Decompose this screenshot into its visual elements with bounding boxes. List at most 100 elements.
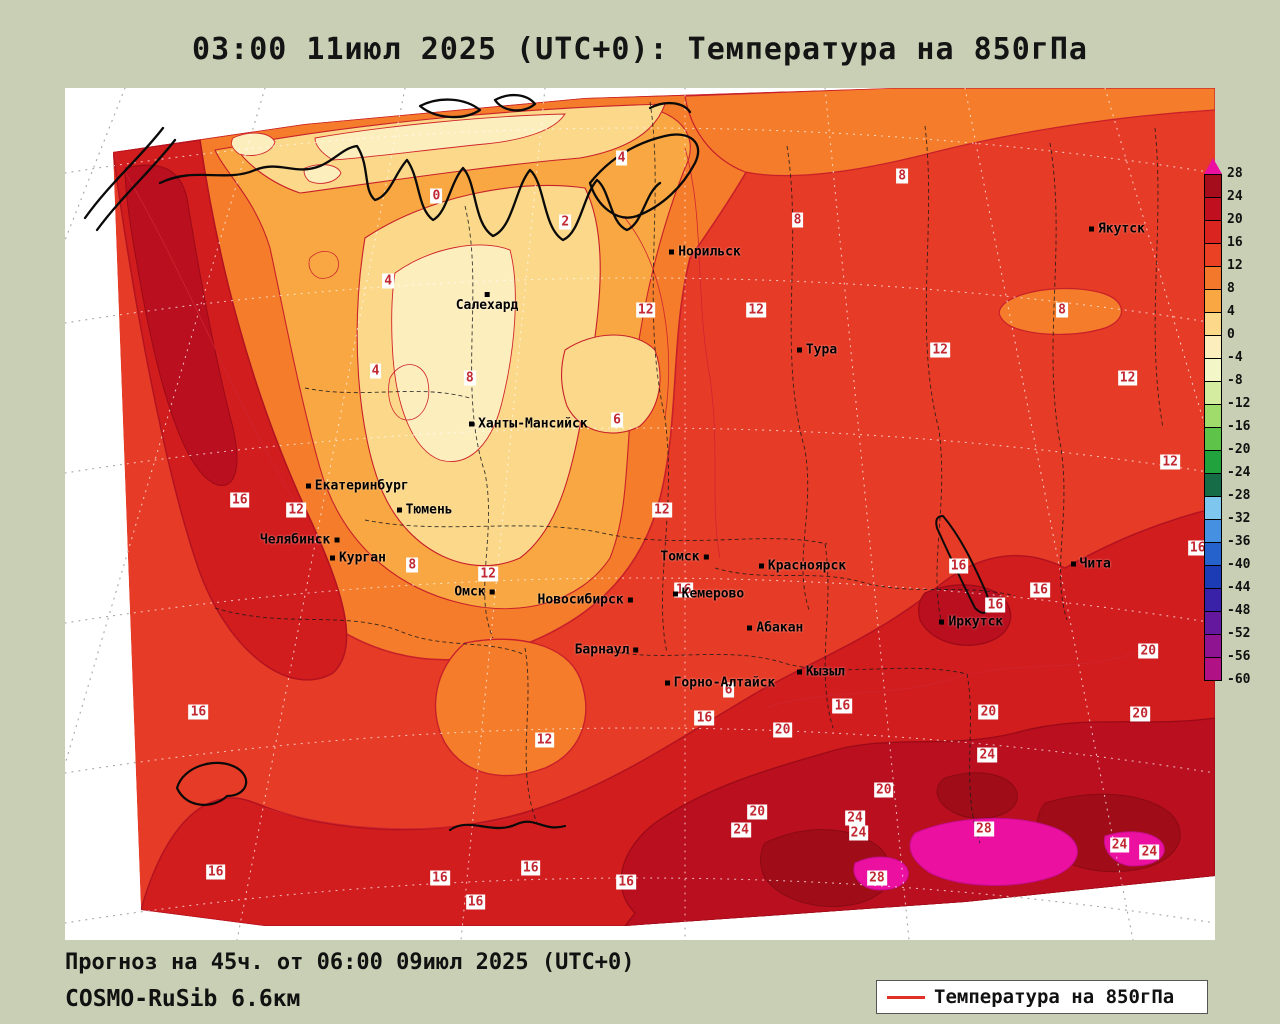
city-marker: Абакан <box>747 621 803 636</box>
contour-value-label: 12 <box>746 302 766 318</box>
city-label: Новосибирск <box>537 592 624 608</box>
contour-value-label: 20 <box>772 722 793 738</box>
city-layer: Якутск Норильск Тура Салехард Ханты-Мансийск… <box>65 88 1215 940</box>
contour-value-label: 20 <box>1130 706 1151 722</box>
contour-value-label: 24 <box>848 825 869 841</box>
contour-value-label: 12 <box>478 566 499 582</box>
forecast-info: Прогноз на 45ч. от 06:00 09июл 2025 (UTC… <box>65 950 635 975</box>
city-marker: Тура <box>796 343 837 358</box>
colorbar-tick-label: -28 <box>1227 488 1251 503</box>
colorbar-cell <box>1205 543 1221 566</box>
contour-value-label: 16 <box>430 870 450 886</box>
city-dot-icon <box>747 625 753 631</box>
contour-value-label: 0 <box>430 188 443 204</box>
colorbar-cell <box>1205 313 1221 336</box>
contour-value-label: 6 <box>611 412 623 428</box>
contour-value-label: 16 <box>985 597 1006 613</box>
city-dot-icon <box>489 589 495 595</box>
contour-label-layer: 0 2 4 8 8 4 4 8 12 12 12 8 12 12 6 16 12 8 12 12 16 16 16 16 16 2… <box>65 88 1215 940</box>
city-label: Иркутск <box>948 614 1004 630</box>
city-label: Тюмень <box>405 502 453 518</box>
contour-value-label: 4 <box>382 273 395 289</box>
contour-value-label: 16 <box>1030 582 1051 598</box>
contour-value-label: 16 <box>188 704 209 720</box>
colorbar-tick-label: 20 <box>1227 212 1243 227</box>
contour-value-label: 16 <box>673 582 694 598</box>
contour-value-label: 16 <box>520 860 541 876</box>
contour-value-label: 8 <box>791 212 804 228</box>
colorbar-cell <box>1205 290 1221 313</box>
colorbar-tick-label: -20 <box>1227 442 1251 457</box>
city-marker: Омск <box>454 585 495 600</box>
city-label: Горно-Алтайск <box>673 675 776 691</box>
contour-value-label: 24 <box>1109 837 1130 853</box>
contour-value-label: 28 <box>974 821 994 837</box>
colorbar-tick-label: -60 <box>1227 672 1251 687</box>
city-label: Кызыл <box>805 664 845 680</box>
contour-value-label: 16 <box>694 710 715 726</box>
city-label: Ханты-Мансийск <box>478 416 588 432</box>
novaya-zemlya-coast <box>95 138 177 232</box>
colorbar-cells <box>1204 174 1222 681</box>
novaya-zemlya-coast <box>83 126 165 220</box>
contour-value-label: 12 <box>1117 370 1138 386</box>
city-dot-icon <box>703 554 709 560</box>
contour-value-label: 16 <box>1187 540 1208 556</box>
legend-line-sample <box>887 995 925 999</box>
colorbar-tick-label: 4 <box>1227 304 1235 319</box>
contour-value-label: 28 <box>867 870 887 886</box>
state-border <box>448 820 567 832</box>
contour-value-label: 12 <box>1160 454 1180 470</box>
contour-value-label: 8 <box>896 168 909 184</box>
colorbar-cell <box>1205 451 1221 474</box>
colorbar-tick-label: -24 <box>1227 465 1251 480</box>
colorbar-cell <box>1205 221 1221 244</box>
contour-value-label: 12 <box>286 502 306 518</box>
city-marker: Кемерово <box>672 587 744 602</box>
contour-value-label: 16 <box>832 698 853 714</box>
city-label: Чита <box>1079 556 1111 572</box>
city-marker: Иркутск <box>939 615 1003 630</box>
colorbar-tick-label: -44 <box>1227 580 1251 595</box>
contour-value-label: 4 <box>369 363 382 379</box>
legend-box: Температура на 850гПа <box>876 980 1208 1014</box>
city-dot-icon <box>672 591 678 597</box>
city-dot-icon <box>1088 226 1094 232</box>
colorbar-tick-label: -16 <box>1227 419 1251 434</box>
city-label: Красноярск <box>767 558 847 574</box>
colorbar-cell <box>1205 566 1221 589</box>
contour-value-label: 20 <box>978 704 999 720</box>
colorbar-cell <box>1205 589 1221 612</box>
city-label: Салехард <box>455 297 519 313</box>
taymyr-coast <box>648 101 692 114</box>
city-label: Челябинск <box>259 532 331 548</box>
city-dot-icon <box>1070 561 1076 567</box>
city-dot-icon <box>664 680 670 686</box>
city-dot-icon <box>796 347 802 353</box>
colorbar-cell <box>1205 175 1221 198</box>
contour-value-label: 8 <box>463 370 476 386</box>
colorbar-cell <box>1205 336 1221 359</box>
page-title: 03:00 11июл 2025 (UTC+0): Температура на… <box>192 32 1088 67</box>
contour-value-label: 20 <box>747 804 768 820</box>
colorbar-arrow-icon <box>1204 158 1222 174</box>
city-marker: Якутск <box>1088 221 1145 236</box>
contour-value-label: 24 <box>845 810 865 826</box>
colorbar-cell <box>1205 267 1221 290</box>
minor-contours <box>113 147 1136 830</box>
city-dot-icon <box>334 537 340 543</box>
admin-borders <box>214 101 1164 844</box>
city-marker: Кызыл <box>796 664 845 680</box>
city-dot-icon <box>758 563 764 569</box>
city-marker: Ханты-Мансийск <box>469 416 588 431</box>
city-marker: Красноярск <box>758 558 847 574</box>
colorbar-tick-label: -40 <box>1227 557 1251 572</box>
city-dot-icon <box>939 619 945 625</box>
city-marker: Новосибирск <box>538 593 633 608</box>
map-canvas: 0 2 4 8 8 4 4 8 12 12 12 8 12 12 6 16 12 8 12 12 16 16 16 16 16 2… <box>65 88 1215 940</box>
legend-label: Температура на 850гПа <box>934 986 1175 1008</box>
contour-value-label: 8 <box>406 557 419 573</box>
colorbar-tick-label: -4 <box>1227 350 1243 365</box>
colorbar-cell <box>1205 635 1221 658</box>
city-dot-icon <box>796 669 802 675</box>
